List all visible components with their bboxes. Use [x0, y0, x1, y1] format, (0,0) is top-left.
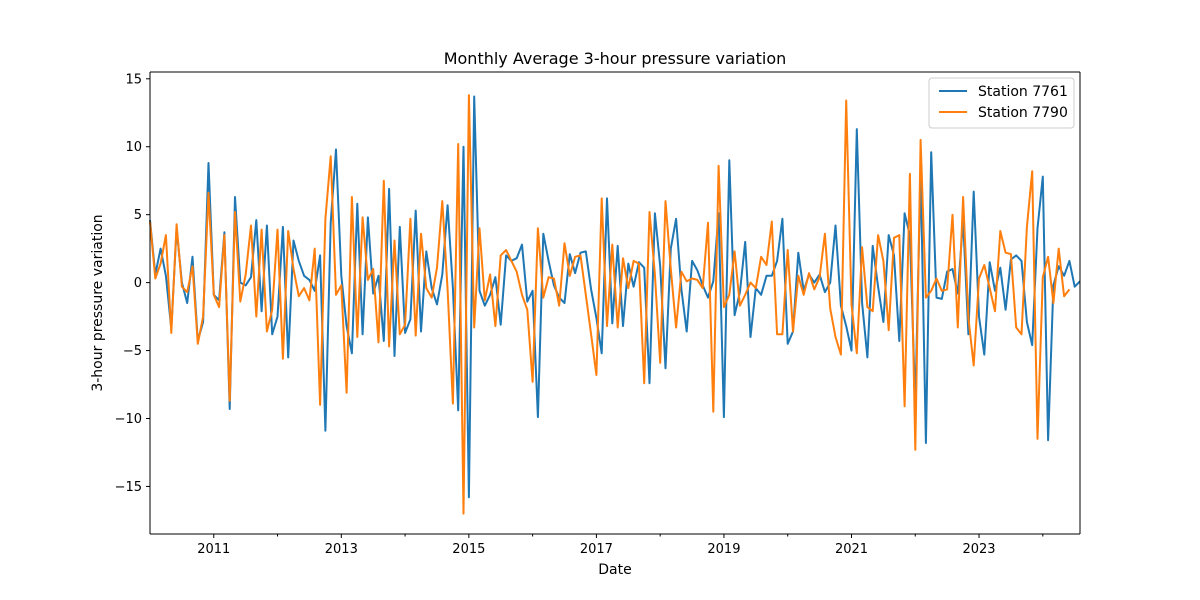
x-tick-label: 2019: [707, 542, 740, 557]
x-tick-label: 2013: [325, 542, 358, 557]
axes-frame: [149, 71, 1081, 535]
y-axis-label: 3-hour pressure variation: [90, 214, 106, 391]
y-tick-label: 15: [125, 72, 142, 87]
x-tick-label: 2015: [452, 542, 485, 557]
x-tick-label: 2011: [197, 542, 230, 557]
chart-title: Monthly Average 3-hour pressure variatio…: [444, 49, 787, 68]
y-tick-label: 5: [134, 208, 142, 223]
x-axis-ticks: 2011 2013 2015 2017 2019 2021 2023: [197, 534, 1044, 557]
y-tick-label: 10: [125, 140, 142, 155]
x-tick-label: 2017: [580, 542, 613, 557]
y-tick-label: −10: [115, 412, 142, 427]
y-tick-label: 0: [134, 276, 142, 291]
plot-area: [149, 94, 1081, 515]
legend-label-station-7761: Station 7761: [978, 84, 1068, 100]
y-axis-ticks: −15 −10 −5 0 5 10 15: [115, 72, 150, 495]
series-line-station-7790: [149, 94, 1071, 515]
legend-label-station-7790: Station 7790: [978, 105, 1068, 121]
y-tick-label: −15: [115, 480, 142, 495]
y-tick-label: −5: [123, 344, 142, 359]
legend: Station 7761 Station 7790: [928, 77, 1075, 129]
x-tick-label: 2023: [962, 542, 995, 557]
x-axis-label: Date: [598, 562, 631, 578]
x-tick-label: 2021: [835, 542, 868, 557]
